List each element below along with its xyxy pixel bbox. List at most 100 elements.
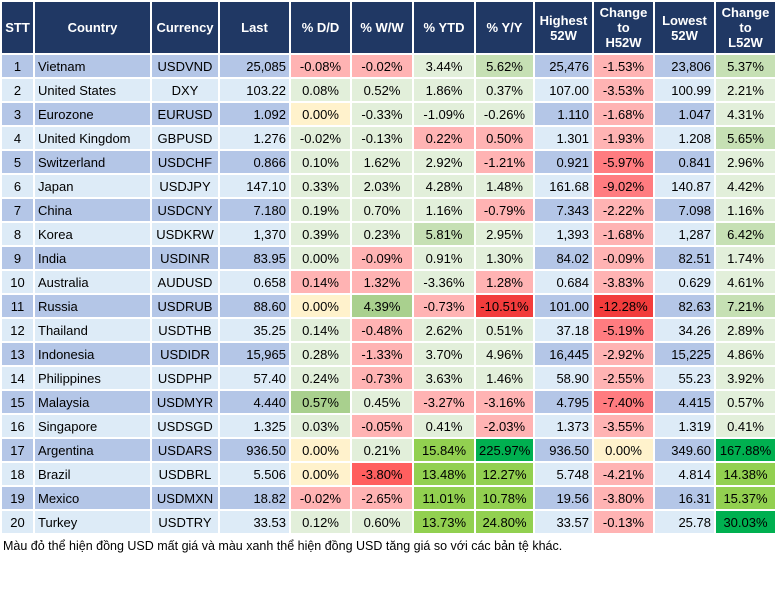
cell-ww: 1.62%: [350, 149, 414, 175]
cell-stt: 14: [0, 365, 35, 391]
cell-low52w: 0.629: [653, 269, 716, 295]
cell-ytd: 11.01%: [412, 485, 476, 511]
cell-yy: 0.51%: [474, 317, 535, 343]
cell-change-h52w: -2.92%: [592, 341, 655, 367]
cell-last: 33.53: [218, 509, 291, 535]
cell-last: 5.506: [218, 461, 291, 487]
cell-ytd: 3.44%: [412, 53, 476, 79]
cell-change-h52w: -3.53%: [592, 77, 655, 103]
cell-ytd: 2.92%: [412, 149, 476, 175]
cell-low52w: 1.208: [653, 125, 716, 151]
cell-ww: -0.33%: [350, 101, 414, 127]
cell-change-h52w: -4.21%: [592, 461, 655, 487]
cell-last: 1.276: [218, 125, 291, 151]
cell-dd: 0.08%: [289, 77, 352, 103]
cell-ww: 0.23%: [350, 221, 414, 247]
cell-yy: 0.50%: [474, 125, 535, 151]
cell-ytd: 4.28%: [412, 173, 476, 199]
cell-change-l52w: 3.92%: [714, 365, 777, 391]
cell-ytd: 1.86%: [412, 77, 476, 103]
cell-stt: 18: [0, 461, 35, 487]
cell-change-l52w: 30.03%: [714, 509, 777, 535]
cell-last: 83.95: [218, 245, 291, 271]
cell-last: 88.60: [218, 293, 291, 319]
cell-high52w: 25,476: [533, 53, 594, 79]
cell-change-h52w: 0.00%: [592, 437, 655, 463]
table-row: 14 Philippines USDPHP 57.40 0.24% -0.73% 3.63%…: [0, 365, 777, 391]
cell-stt: 10: [0, 269, 35, 295]
cell-change-l52w: 1.16%: [714, 197, 777, 223]
cell-ytd: 2.62%: [412, 317, 476, 343]
cell-country: Vietnam: [33, 53, 152, 79]
cell-high52w: 7.343: [533, 197, 594, 223]
cell-yy: 225.97%: [474, 437, 535, 463]
cell-yy: -0.79%: [474, 197, 535, 223]
cell-yy: -1.21%: [474, 149, 535, 175]
cell-last: 147.10: [218, 173, 291, 199]
cell-last: 4.440: [218, 389, 291, 415]
cell-ww: -0.73%: [350, 365, 414, 391]
cell-change-l52w: 0.57%: [714, 389, 777, 415]
footer-note: Màu đỏ thể hiện đồng USD mất giá và màu …: [3, 539, 563, 553]
table-row: 18 Brazil USDBRL 5.506 0.00% -3.80% 13.48% 12.2…: [0, 461, 777, 487]
cell-change-l52w: 5.65%: [714, 125, 777, 151]
cell-ytd: 13.73%: [412, 509, 476, 535]
cell-ww: 2.03%: [350, 173, 414, 199]
cell-change-h52w: -1.68%: [592, 101, 655, 127]
cell-stt: 4: [0, 125, 35, 151]
header-row: STT Country Currency Last% D/D% W/W% YTD% Y…: [0, 0, 777, 55]
cell-country: Japan: [33, 173, 152, 199]
cell-country: Argentina: [33, 437, 152, 463]
cell-currency: USDRUB: [150, 293, 220, 319]
header-stt: STT: [0, 0, 35, 55]
cell-stt: 3: [0, 101, 35, 127]
cell-dd: 0.00%: [289, 245, 352, 271]
cell-country: Indonesia: [33, 341, 152, 367]
cell-change-l52w: 15.37%: [714, 485, 777, 511]
cell-last: 25,085: [218, 53, 291, 79]
header-change-h52w: Change to H52W: [592, 0, 655, 55]
header-country: Country: [33, 0, 152, 55]
cell-stt: 11: [0, 293, 35, 319]
cell-currency: USDARS: [150, 437, 220, 463]
cell-yy: -3.16%: [474, 389, 535, 415]
cell-high52w: 0.684: [533, 269, 594, 295]
cell-country: India: [33, 245, 152, 271]
cell-currency: AUDUSD: [150, 269, 220, 295]
cell-yy: 1.28%: [474, 269, 535, 295]
table-row: 15 Malaysia USDMYR 4.440 0.57% 0.45% -3.27% -3.…: [0, 389, 777, 415]
cell-country: Thailand: [33, 317, 152, 343]
cell-last: 103.22: [218, 77, 291, 103]
cell-currency: USDIDR: [150, 341, 220, 367]
table-row: 16 Singapore USDSGD 1.325 0.03% -0.05% 0.41% -2…: [0, 413, 777, 439]
cell-dd: 0.00%: [289, 293, 352, 319]
table-row: 17 Argentina USDARS 936.50 0.00% 0.21% 15.84% 2…: [0, 437, 777, 463]
cell-dd: 0.12%: [289, 509, 352, 535]
cell-country: Turkey: [33, 509, 152, 535]
cell-ytd: 3.63%: [412, 365, 476, 391]
cell-ww: 0.45%: [350, 389, 414, 415]
cell-high52w: 84.02: [533, 245, 594, 271]
cell-high52w: 19.56: [533, 485, 594, 511]
cell-stt: 1: [0, 53, 35, 79]
cell-yy: 0.37%: [474, 77, 535, 103]
cell-country: United States: [33, 77, 152, 103]
cell-ytd: -3.27%: [412, 389, 476, 415]
cell-last: 57.40: [218, 365, 291, 391]
table-row: 20 Turkey USDTRY 33.53 0.12% 0.60% 13.73% 24.80…: [0, 509, 777, 535]
cell-last: 1,370: [218, 221, 291, 247]
cell-currency: USDTRY: [150, 509, 220, 535]
cell-ww: 1.32%: [350, 269, 414, 295]
cell-last: 35.25: [218, 317, 291, 343]
cell-yy: -10.51%: [474, 293, 535, 319]
cell-change-l52w: 2.89%: [714, 317, 777, 343]
cell-stt: 9: [0, 245, 35, 271]
cell-low52w: 15,225: [653, 341, 716, 367]
cell-change-h52w: -2.22%: [592, 197, 655, 223]
cell-change-h52w: -0.13%: [592, 509, 655, 535]
cell-high52w: 161.68: [533, 173, 594, 199]
cell-stt: 17: [0, 437, 35, 463]
currency-table: STT Country Currency Last% D/D% W/W% YTD% Y…: [0, 0, 777, 535]
table-row: 5 Switzerland USDCHF 0.866 0.10% 1.62% 2.92% -1…: [0, 149, 777, 175]
cell-currency: USDINR: [150, 245, 220, 271]
